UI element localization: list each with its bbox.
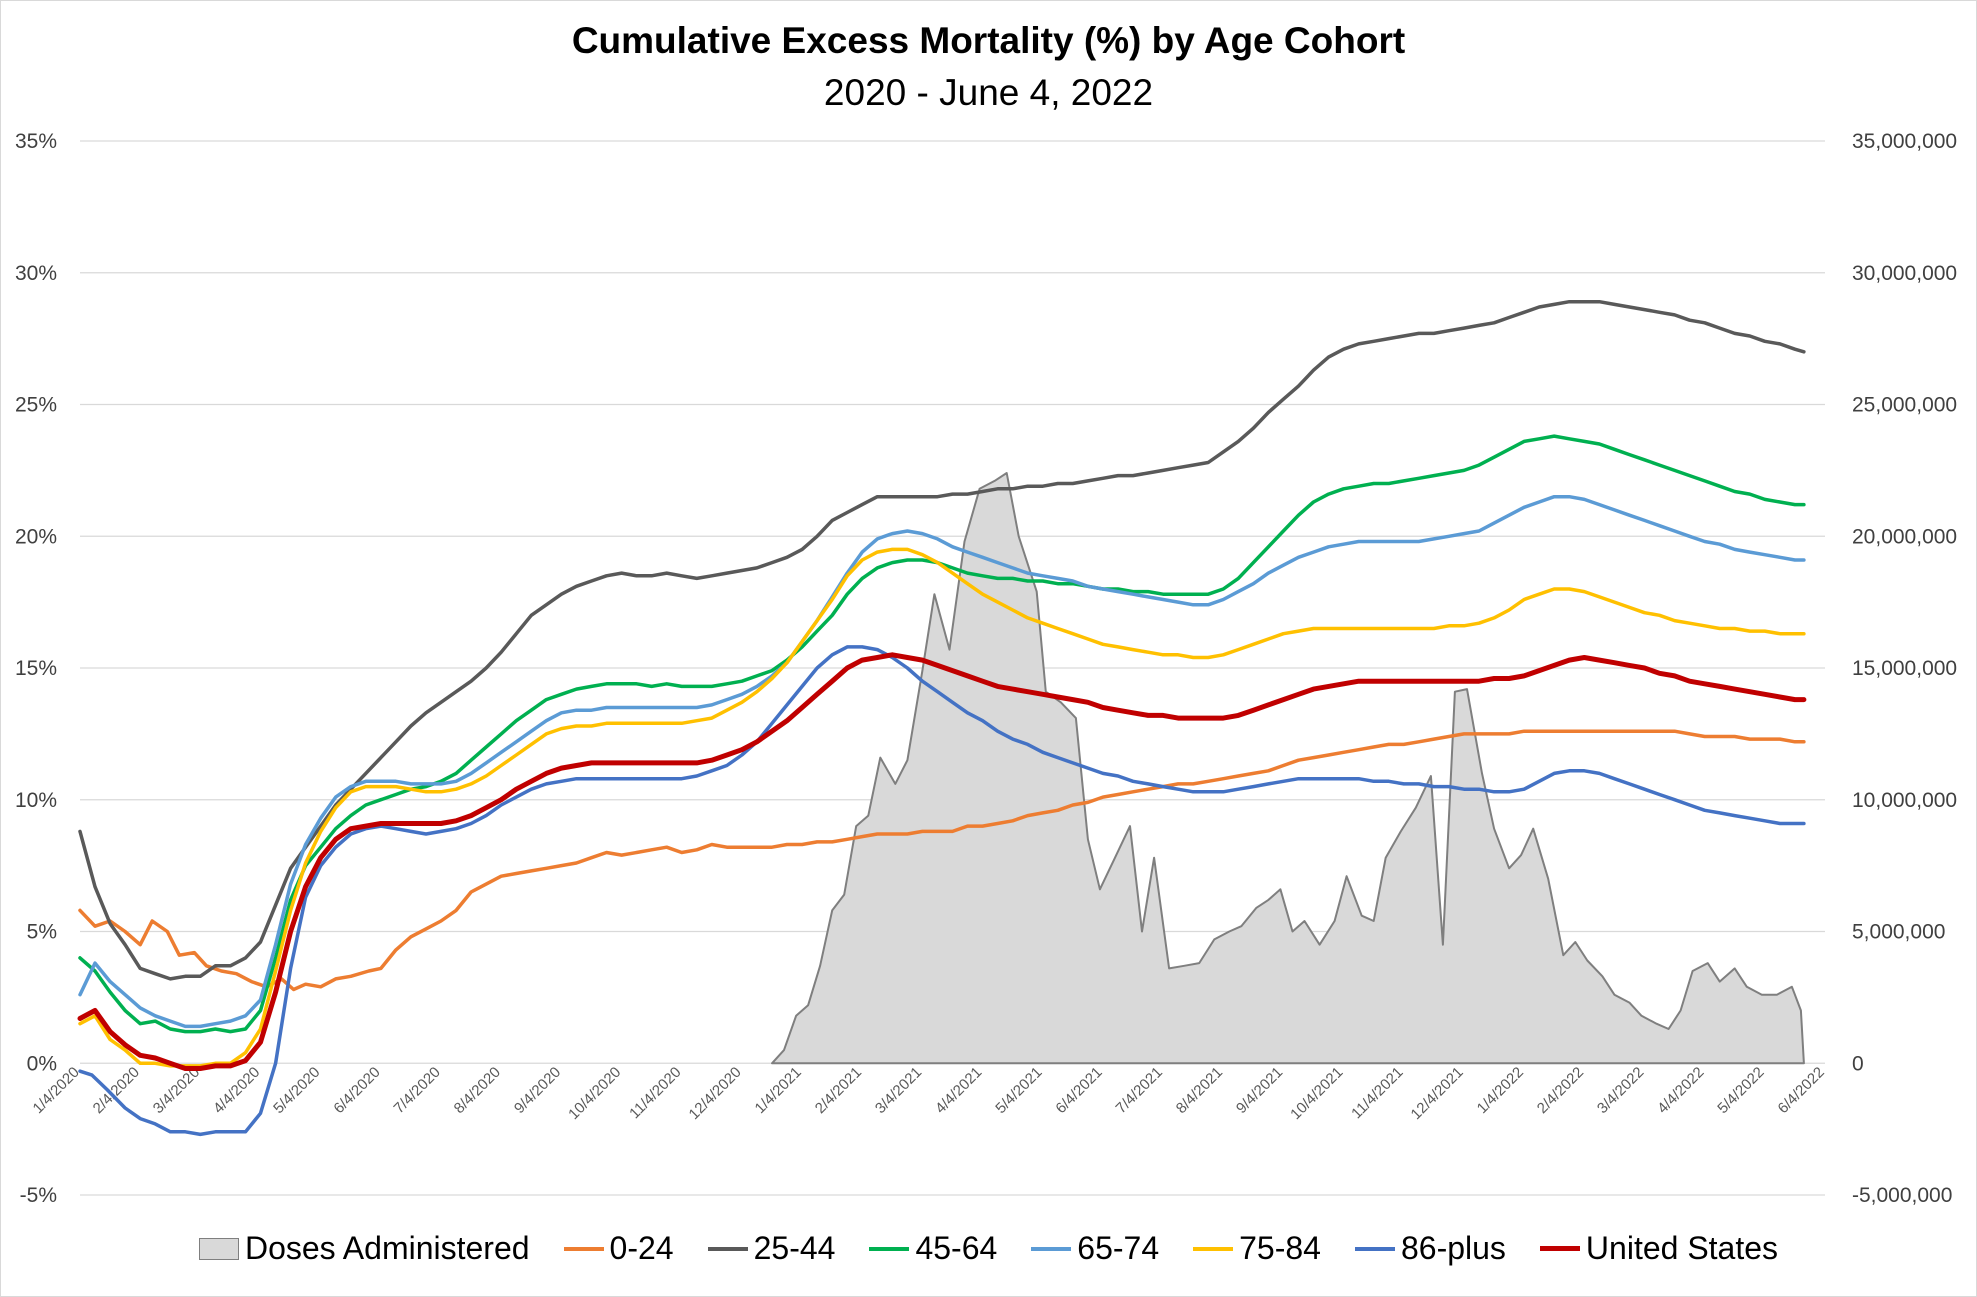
y-right-tick-label: -5,000,000: [1852, 1184, 1952, 1207]
y-left-tick-label: -5%: [20, 1184, 57, 1207]
legend-item-86-plus: 86-plus: [1354, 1230, 1506, 1267]
x-tick-label: 2/4/2021: [812, 1064, 865, 1117]
y-right-tick-label: 15,000,000: [1852, 657, 1957, 680]
x-tick-label: 5/4/2021: [992, 1064, 1045, 1117]
legend-item-65-74: 65-74: [1031, 1230, 1159, 1267]
x-tick-label: 8/4/2021: [1173, 1064, 1226, 1117]
legend-item-75-84: 75-84: [1193, 1230, 1321, 1267]
y-left-tick-label: 35%: [15, 130, 57, 153]
y-right-tick-label: 0: [1852, 1052, 1864, 1075]
chart-legend: Doses Administered 0-24 25-44 45-64 65-7…: [0, 1230, 1977, 1267]
legend-item-45-64: 45-64: [869, 1230, 997, 1267]
chart-subtitle: 2020 - June 4, 2022: [823, 72, 1154, 113]
x-tick-label: 1/4/2022: [1474, 1064, 1527, 1117]
legend-swatch-doses: [198, 1237, 239, 1260]
legend-item-25-44: 25-44: [707, 1230, 836, 1267]
legend-label-25-44: 25-44: [753, 1230, 836, 1266]
x-tick-label: 9/4/2020: [511, 1064, 564, 1117]
x-tick-label: 3/4/2020: [150, 1064, 203, 1117]
x-tick-label: 10/4/2021: [1287, 1064, 1346, 1123]
series-line-0-24: [78, 729, 1806, 992]
x-tick-label: 2/4/2022: [1534, 1064, 1587, 1117]
y-left-tick-label: 25%: [15, 394, 57, 417]
x-tick-label: 12/4/2021: [1408, 1064, 1467, 1123]
y-left-tick-label: 20%: [15, 525, 57, 548]
y-left-tick-label: 0%: [27, 1052, 57, 1075]
y-left-tick-label: 10%: [15, 789, 57, 812]
y-right-tick-label: 25,000,000: [1852, 394, 1957, 417]
y-left-tick-label: 30%: [15, 262, 57, 285]
legend-label-doses: Doses Administered: [244, 1230, 530, 1266]
series-line-25-44: [78, 299, 1806, 981]
legend-swatch-45-64: [869, 1246, 910, 1251]
y-left-tick-label: 15%: [15, 657, 57, 680]
x-tick-label: 7/4/2020: [391, 1064, 444, 1117]
legend-item-doses: Doses Administered: [198, 1230, 530, 1267]
x-tick-label: 5/4/2022: [1714, 1064, 1767, 1117]
x-tick-label: 6/4/2022: [1775, 1064, 1828, 1117]
y-right-tick-label: 20,000,000: [1852, 525, 1957, 548]
legend-label-45-64: 45-64: [915, 1230, 998, 1266]
y-right-tick-label: 35,000,000: [1852, 130, 1957, 153]
series-line-65-74: [78, 494, 1806, 1029]
x-tick-label: 4/4/2022: [1654, 1064, 1707, 1117]
x-tick-label: 10/4/2020: [565, 1064, 624, 1123]
legend-swatch-25-44: [707, 1246, 748, 1251]
x-tick-label: 2/4/2020: [90, 1064, 143, 1117]
x-tick-label: 3/4/2021: [872, 1064, 925, 1117]
y-left-tick-label: 5%: [27, 921, 57, 944]
y-right-tick-label: 30,000,000: [1852, 262, 1957, 285]
y-right-tick-label: 5,000,000: [1852, 921, 1945, 944]
x-tick-label: 7/4/2021: [1113, 1064, 1166, 1117]
area-doses-administered: [771, 472, 1805, 1065]
x-tick-label: 12/4/2020: [686, 1064, 745, 1123]
legend-item-united-states: United States: [1539, 1230, 1779, 1267]
legend-swatch-0-24: [563, 1246, 604, 1251]
legend-item-0-24: 0-24: [563, 1230, 674, 1267]
legend-label-65-74: 65-74: [1077, 1230, 1160, 1266]
x-tick-label: 9/4/2021: [1233, 1064, 1286, 1117]
legend-swatch-86-plus: [1354, 1246, 1395, 1251]
series-line-75-84: [78, 547, 1806, 1068]
chart-title: Cumulative Excess Mortality (%) by Age C…: [571, 20, 1406, 61]
x-tick-label: 8/4/2020: [451, 1064, 504, 1117]
legend-label-united-states: United States: [1585, 1230, 1779, 1266]
series-line-86-plus: [78, 645, 1806, 1137]
legend-swatch-65-74: [1031, 1246, 1072, 1251]
y-right-tick-label: 10,000,000: [1852, 789, 1957, 812]
x-tick-label: 6/4/2021: [1052, 1064, 1105, 1117]
x-tick-label: 11/4/2020: [626, 1064, 684, 1122]
legend-swatch-75-84: [1193, 1246, 1234, 1251]
x-tick-label: 4/4/2021: [932, 1064, 985, 1117]
x-tick-label: 5/4/2020: [270, 1064, 323, 1117]
series-line-45-64: [78, 434, 1806, 1034]
x-tick-label: 3/4/2022: [1594, 1064, 1647, 1117]
x-tick-label: 1/4/2021: [752, 1064, 805, 1117]
legend-label-0-24: 0-24: [609, 1230, 674, 1266]
x-tick-label: 6/4/2020: [330, 1064, 383, 1117]
series-line-united-states: [77, 652, 1807, 1071]
legend-swatch-united-states: [1539, 1246, 1580, 1251]
legend-label-86-plus: 86-plus: [1400, 1230, 1506, 1266]
x-tick-label: 4/4/2020: [210, 1064, 263, 1117]
legend-label-75-84: 75-84: [1239, 1230, 1321, 1266]
x-tick-label: 11/4/2021: [1348, 1064, 1406, 1122]
